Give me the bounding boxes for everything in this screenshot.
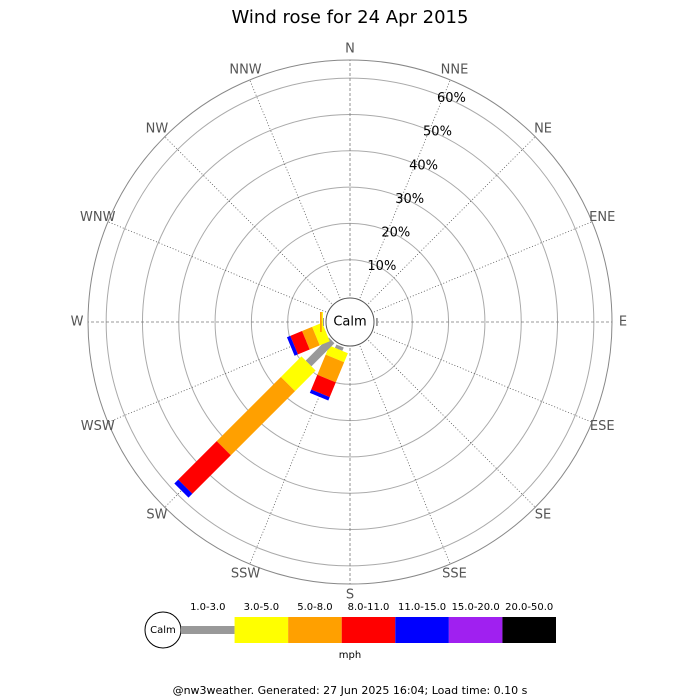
spoke	[373, 221, 593, 313]
legend-swatch	[288, 617, 342, 643]
rose-segment	[376, 318, 378, 326]
spoke	[164, 136, 332, 304]
rose-segment	[302, 326, 320, 350]
direction-label: S	[346, 588, 354, 603]
spoke	[373, 331, 593, 423]
direction-label: NNE	[441, 62, 469, 77]
legend-calm-label: Calm	[150, 625, 176, 636]
legend-label: 20.0-50.0	[505, 602, 553, 613]
legend-label: 3.0-5.0	[244, 602, 279, 613]
chart-title: Wind rose for 24 Apr 2015	[232, 7, 469, 28]
legend-swatch	[181, 626, 235, 634]
spoke	[359, 345, 451, 565]
rose-segment	[174, 479, 193, 498]
grid-ring	[214, 186, 486, 458]
direction-label: E	[619, 315, 627, 330]
unit-label: mph	[339, 650, 361, 661]
direction-label: ESE	[590, 419, 615, 434]
rose-segment	[325, 345, 348, 363]
rose-segment	[280, 356, 316, 392]
rose-segment	[178, 441, 231, 494]
legend-label: 1.0-3.0	[190, 602, 225, 613]
rose-segment	[290, 331, 310, 355]
footer: @nw3weather. Generated: 27 Jun 2025 16:0…	[173, 684, 528, 697]
direction-label: NE	[534, 121, 552, 136]
rose-segment	[286, 335, 298, 356]
legend-label: 15.0-20.0	[452, 602, 500, 613]
spoke	[107, 221, 327, 313]
direction-label: ENE	[589, 210, 615, 225]
legend-swatch	[502, 617, 556, 643]
direction-label: NW	[146, 121, 169, 136]
spoke	[359, 79, 451, 299]
rose-segment	[311, 374, 336, 398]
rose-segment	[334, 344, 344, 351]
rose-segment	[320, 312, 322, 332]
direction-label: SSE	[442, 567, 467, 582]
calm-label: Calm	[333, 315, 366, 330]
rose-segment	[312, 322, 330, 346]
rose-segment	[317, 354, 345, 383]
legend-swatch	[448, 617, 503, 643]
calm-circle	[325, 297, 375, 347]
rose-segment	[322, 318, 324, 326]
direction-label: SE	[535, 508, 551, 523]
r-tick-label: 20%	[381, 225, 410, 240]
r-tick-label: 10%	[367, 259, 396, 274]
rose-segment	[321, 312, 323, 332]
direction-label: WSW	[81, 419, 115, 434]
spoke	[368, 340, 536, 508]
r-tick-label: 50%	[423, 125, 452, 140]
direction-label: WNW	[80, 210, 116, 225]
spoke	[107, 331, 327, 423]
spoke	[368, 136, 536, 304]
legend-swatch	[395, 617, 449, 643]
direction-label: W	[71, 315, 84, 330]
r-tick-label: 30%	[395, 192, 424, 207]
spoke	[249, 79, 341, 299]
direction-label: NNW	[229, 62, 261, 77]
rose-segment	[216, 376, 296, 456]
legend-label: 5.0-8.0	[297, 602, 332, 613]
direction-label: SW	[146, 508, 167, 523]
legend-label: 8.0-11.0	[348, 602, 390, 613]
legend-label: 11.0-15.0	[398, 602, 446, 613]
rose-segment	[305, 337, 335, 367]
legend-swatch	[234, 617, 289, 643]
direction-label: SSW	[231, 567, 261, 582]
legend-swatch	[341, 617, 396, 643]
direction-label: N	[345, 42, 355, 57]
rose-segment	[309, 389, 330, 401]
r-tick-label: 40%	[409, 158, 438, 173]
r-tick-label: 60%	[437, 91, 466, 106]
